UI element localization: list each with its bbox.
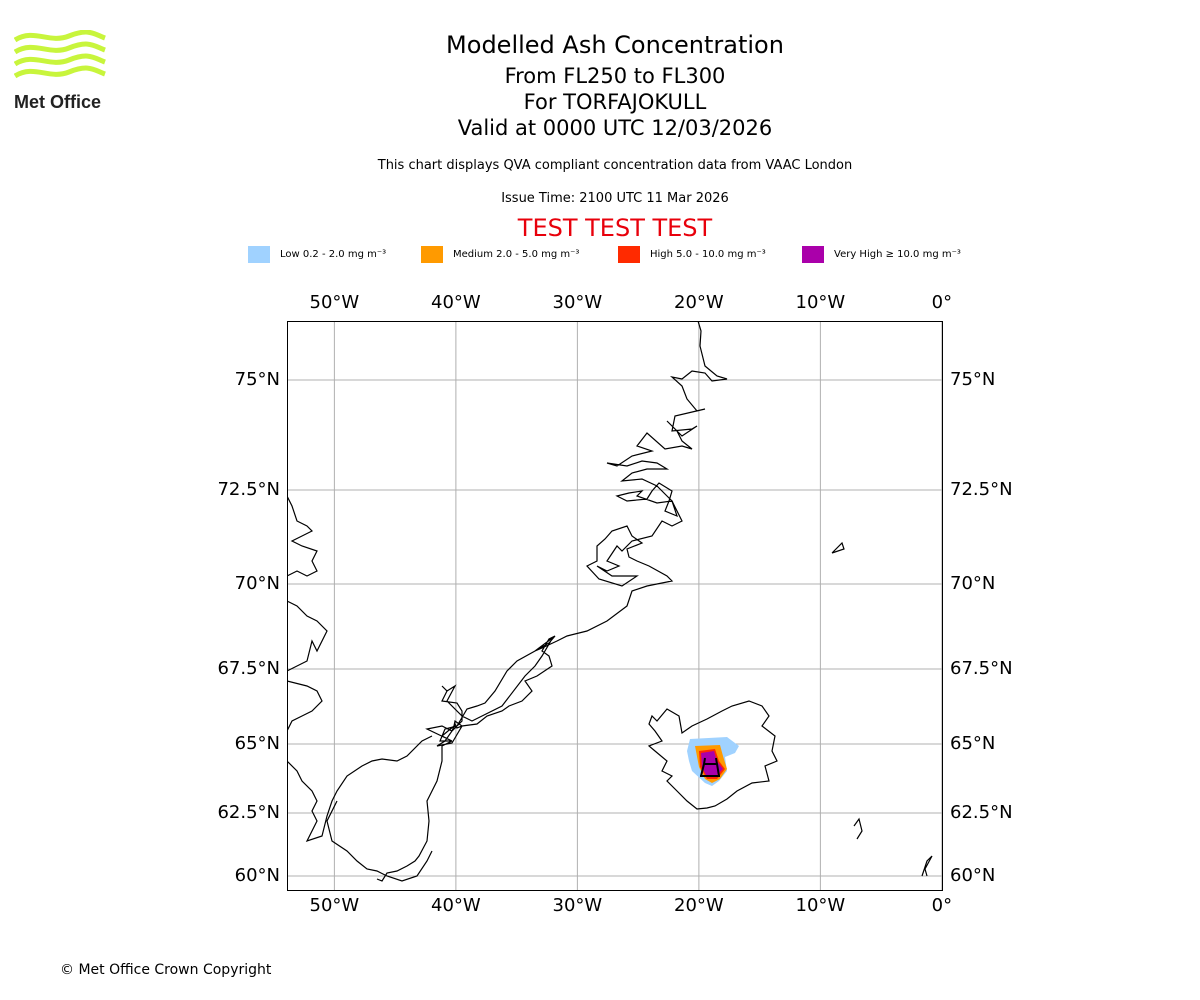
legend-item-very-high: Very High ≥ 10.0 mg m⁻³ [802, 245, 961, 263]
lon-tick-label: 0° [931, 292, 953, 313]
test-banner: TEST TEST TEST [517, 214, 713, 242]
legend-swatch [248, 245, 270, 263]
iceland-coast [647, 700, 778, 810]
chart-title: Modelled Ash Concentration [446, 31, 784, 59]
lon-tick-label: 30°W [552, 292, 603, 313]
lon-tick-label: 40°W [431, 292, 481, 313]
ash-concentration-contours [687, 737, 739, 786]
lon-tick-label: 20°W [674, 292, 724, 313]
lat-tick-label: 70°N [234, 573, 280, 594]
volcano-icon [700, 757, 720, 777]
faroe-coast [853, 817, 863, 840]
met-office-logo: Met Office [13, 29, 109, 112]
legend-item-medium: Medium 2.0 - 5.0 mg m⁻³ [421, 245, 579, 263]
lat-tick-label: 72.5°N [217, 479, 280, 500]
legend-swatch [618, 245, 640, 263]
legend-swatch [802, 245, 824, 263]
logo-waves-icon: Met Office [13, 29, 106, 112]
lat-tick-label: 70°N [950, 573, 996, 594]
legend-swatch [421, 245, 443, 263]
jan-mayen-coast [831, 541, 845, 554]
lat-tick-label: 75°N [950, 369, 996, 390]
lat-tick-label: 60°N [234, 865, 280, 886]
flight-level: From FL250 to FL300 [504, 64, 726, 88]
lon-tick-label: 20°W [674, 895, 724, 916]
greenland-east-coast [376, 321, 728, 882]
lat-tick-label: 62.5°N [950, 802, 1013, 823]
volcano-name: For TORFAJOKULL [523, 90, 707, 114]
greenland-west-coast [287, 495, 433, 882]
lon-tick-label: 30°W [552, 895, 603, 916]
ash-map [287, 321, 943, 891]
chart-description: This chart displays QVA compliant concen… [377, 158, 853, 173]
map-frame [287, 321, 943, 891]
lat-tick-label: 65°N [234, 733, 280, 754]
lat-tick-label: 65°N [950, 733, 996, 754]
legend-label: Medium 2.0 - 5.0 mg m⁻³ [453, 248, 580, 260]
legend-label: Low 0.2 - 2.0 mg m⁻³ [280, 248, 387, 260]
lat-tick-label: 75°N [234, 369, 280, 390]
lat-tick-label: 67.5°N [950, 658, 1013, 679]
valid-time: Valid at 0000 UTC 12/03/2026 [457, 116, 773, 140]
legend-item-high: High 5.0 - 10.0 mg m⁻³ [618, 245, 766, 263]
lon-tick-label: 0° [931, 895, 953, 916]
issue-time: Issue Time: 2100 UTC 11 Mar 2026 [501, 191, 729, 206]
lat-tick-label: 67.5°N [217, 658, 280, 679]
lat-tick-label: 72.5°N [950, 479, 1013, 500]
lat-tick-label: 60°N [950, 865, 996, 886]
lon-tick-label: 10°W [795, 292, 846, 313]
legend-label: High 5.0 - 10.0 mg m⁻³ [650, 248, 766, 260]
legend-item-low: Low 0.2 - 2.0 mg m⁻³ [248, 245, 386, 263]
lat-tick-label: 62.5°N [217, 802, 280, 823]
svg-text:Met Office: Met Office [14, 92, 101, 112]
lon-tick-label: 40°W [431, 895, 481, 916]
lon-tick-label: 50°W [309, 895, 360, 916]
lon-tick-label: 50°W [309, 292, 360, 313]
coastlines [287, 321, 933, 882]
gridlines [287, 321, 943, 891]
legend-label: Very High ≥ 10.0 mg m⁻³ [834, 248, 961, 260]
shetland-coast [921, 855, 933, 877]
copyright: © Met Office Crown Copyright [60, 962, 272, 978]
lon-tick-label: 10°W [795, 895, 846, 916]
